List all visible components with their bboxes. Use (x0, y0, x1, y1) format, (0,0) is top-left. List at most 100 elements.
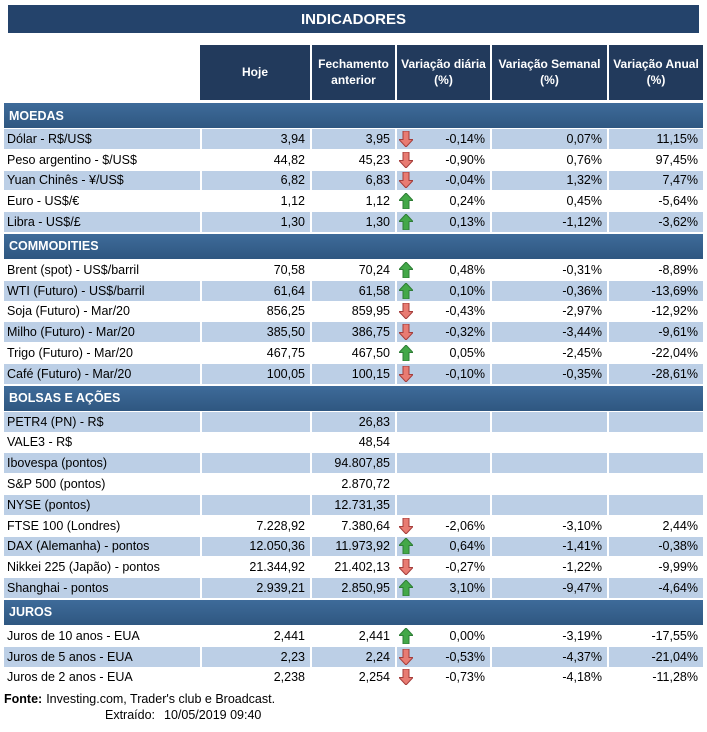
cell-fechamento-anterior: 2,254 (310, 667, 395, 688)
source-line: Fonte: Investing.com, Trader's club e Bro… (4, 691, 703, 707)
table-row: Café (Futuro) - Mar/20 100,05 100,15 -0,10%… (4, 363, 703, 385)
cell-variacao-semanal: -3,10% (490, 515, 607, 536)
down-arrow-icon (399, 303, 413, 320)
cell-hoje (200, 494, 310, 515)
up-arrow-icon (399, 282, 413, 299)
cell-fechamento-anterior: 11.973,92 (310, 536, 395, 557)
table-row: PETR4 (PN) - R$ 26,83 (4, 411, 703, 433)
cell-fechamento-anterior: 1,30 (310, 212, 395, 232)
cell-hoje: 70,58 (200, 259, 310, 280)
cell-hoje: 1,12 (200, 191, 310, 212)
footer: Fonte: Investing.com, Trader's club e Bro… (4, 691, 703, 723)
cell-variacao-anual: -11,28% (607, 667, 703, 688)
down-arrow-icon (399, 172, 413, 189)
variacao-diaria-value: -0,53% (445, 649, 485, 664)
cell-fechamento-anterior: 12.731,35 (310, 494, 395, 515)
section-header-commodities: COMMODITIES (4, 233, 703, 259)
down-arrow-icon (399, 517, 413, 534)
cell-fechamento-anterior: 48,54 (310, 432, 395, 453)
variacao-diaria-value: 0,10% (449, 283, 485, 298)
cell-fechamento-anterior: 2.870,72 (310, 474, 395, 494)
table-row: Ibovespa (pontos) 94.807,85 (4, 453, 703, 475)
cell-variacao-semanal: 1,32% (490, 170, 607, 191)
cell-fechamento-anterior: 859,95 (310, 301, 395, 322)
cell-label: Libra - US$/£ (7, 215, 81, 230)
cell-label: Soja (Futuro) - Mar/20 (7, 304, 130, 319)
variacao-diaria-value: -0,04% (445, 173, 485, 188)
extracted-value: 10/05/2019 09:40 (164, 708, 262, 723)
cell-variacao-anual: 97,45% (607, 149, 703, 170)
cell-label: VALE3 - R$ (7, 435, 73, 450)
table-row: NYSE (pontos) 12.731,35 (4, 494, 703, 516)
variacao-diaria-value: 0,13% (449, 215, 485, 230)
cell-variacao-anual (607, 494, 703, 515)
table-row: FTSE 100 (Londres) 7.228,92 7.380,64 -2,06%… (4, 515, 703, 537)
cell-label: Juros de 2 anos - EUA (7, 670, 133, 685)
cell-variacao-anual: -9,99% (607, 557, 703, 578)
cell-hoje (200, 411, 310, 432)
variacao-diaria-value: 3,10% (449, 581, 485, 596)
cell-label: Ibovespa (pontos) (7, 456, 108, 471)
cell-label: PETR4 (PN) - R$ (7, 414, 104, 429)
cell-variacao-semanal: -0,36% (490, 280, 607, 301)
table-row: Euro - US$/€ 1,12 1,12 0,24% 0,45% -5,64% (4, 191, 703, 213)
table-row: Libra - US$/£ 1,30 1,30 0,13% -1,12% -3,62% (4, 212, 703, 233)
variacao-diaria-value: -0,73% (445, 670, 485, 685)
indicators-panel: INDICADORES Hoje Fechamento anterior Varia… (0, 5, 707, 723)
extracted-label: Extraído: (105, 708, 156, 723)
cell-fechamento-anterior: 3,95 (310, 129, 395, 149)
cell-variacao-diaria: 0,05% (395, 343, 490, 363)
cell-label: Yuan Chinês - ¥/US$ (7, 173, 124, 188)
cell-variacao-diaria: -0,10% (395, 363, 490, 384)
table-row: Brent (spot) - US$/barril 70,58 70,24 0,48%… (4, 259, 703, 281)
cell-variacao-anual: -21,04% (607, 646, 703, 667)
cell-label: Juros de 5 anos - EUA (7, 649, 133, 664)
cell-label: Dólar - R$/US$ (7, 131, 92, 146)
down-arrow-icon (399, 365, 413, 382)
cell-variacao-semanal: -0,35% (490, 363, 607, 384)
cell-variacao-semanal (490, 432, 607, 453)
variacao-diaria-value: -0,27% (445, 560, 485, 575)
variacao-diaria-value: 0,64% (449, 539, 485, 554)
table-row: WTI (Futuro) - US$/barril 61,64 61,58 0,10%… (4, 280, 703, 302)
cell-fechamento-anterior: 2.850,95 (310, 578, 395, 598)
cell-fechamento-anterior: 21.402,13 (310, 557, 395, 578)
cell-fechamento-anterior: 2,441 (310, 625, 395, 646)
down-arrow-icon (399, 669, 413, 686)
cell-fechamento-anterior: 1,12 (310, 191, 395, 212)
variacao-diaria-value: -2,06% (445, 518, 485, 533)
cell-label: Euro - US$/€ (7, 194, 80, 209)
source-label: Fonte: (4, 692, 43, 707)
table-row: Trigo (Futuro) - Mar/20 467,75 467,50 0,05%… (4, 343, 703, 364)
cell-hoje: 100,05 (200, 363, 310, 384)
cell-variacao-anual: -4,64% (607, 578, 703, 598)
up-arrow-icon (399, 580, 413, 597)
variacao-diaria-value: -0,10% (445, 366, 485, 381)
variacao-diaria-value: -0,43% (445, 304, 485, 319)
cell-variacao-semanal: 0,76% (490, 149, 607, 170)
cell-variacao-anual: -5,64% (607, 191, 703, 212)
cell-hoje: 2,23 (200, 646, 310, 667)
cell-variacao-anual: -17,55% (607, 625, 703, 646)
cell-label: Shanghai - pontos (7, 581, 109, 596)
cell-variacao-diaria: 3,10% (395, 578, 490, 598)
table-row: Nikkei 225 (Japão) - pontos 21.344,92 21.4… (4, 557, 703, 579)
cell-variacao-diaria: -0,32% (395, 322, 490, 343)
cell-variacao-anual: 7,47% (607, 170, 703, 191)
cell-variacao-semanal: -2,97% (490, 301, 607, 322)
cell-variacao-anual (607, 474, 703, 494)
cell-variacao-semanal (490, 411, 607, 432)
cell-hoje (200, 432, 310, 453)
cell-label: S&P 500 (pontos) (7, 477, 106, 492)
table-row: S&P 500 (pontos) 2.870,72 (4, 474, 703, 495)
section-header-juros: JUROS (4, 599, 703, 625)
cell-variacao-semanal: -4,37% (490, 646, 607, 667)
variacao-diaria-value: -0,90% (445, 152, 485, 167)
variacao-diaria-value: 0,00% (449, 628, 485, 643)
cell-hoje: 467,75 (200, 343, 310, 363)
cell-variacao-diaria: -0,90% (395, 149, 490, 170)
cell-hoje: 385,50 (200, 322, 310, 343)
cell-variacao-diaria: -0,43% (395, 301, 490, 322)
cell-variacao-diaria (395, 494, 490, 515)
cell-variacao-semanal: -0,31% (490, 259, 607, 280)
